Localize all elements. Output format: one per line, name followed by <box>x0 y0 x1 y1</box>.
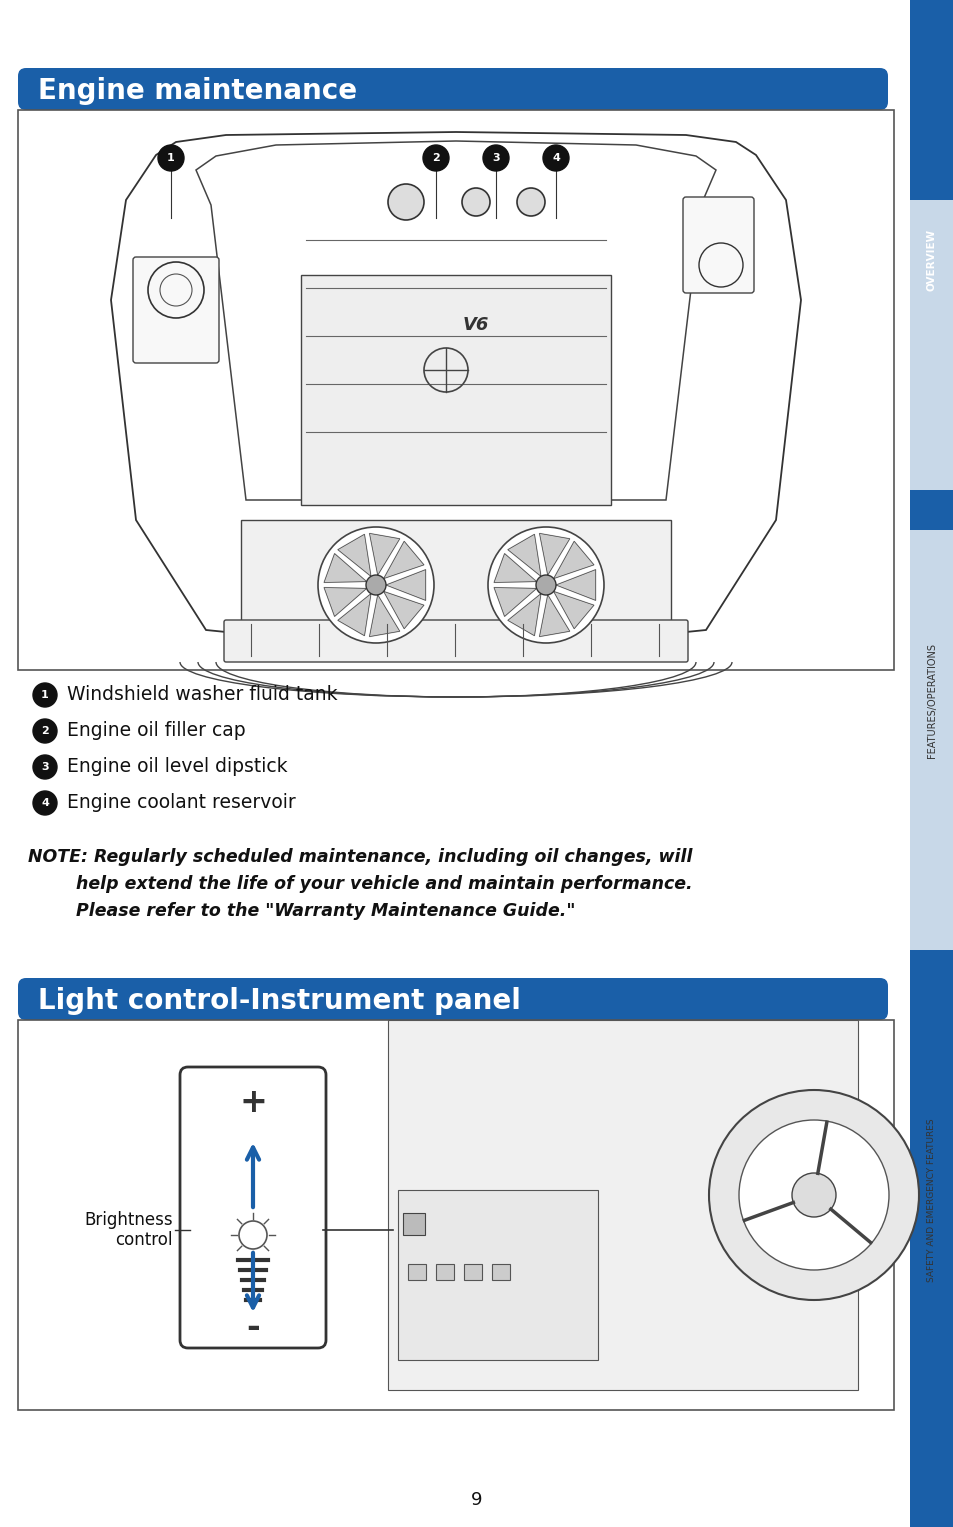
Text: FEATURES/OPERATIONS: FEATURES/OPERATIONS <box>926 643 936 757</box>
Text: -: - <box>246 1310 259 1344</box>
FancyBboxPatch shape <box>18 69 887 110</box>
Text: SAFETY AND EMERGENCY FEATURES: SAFETY AND EMERGENCY FEATURES <box>926 1118 936 1281</box>
Polygon shape <box>337 534 371 576</box>
Polygon shape <box>507 594 540 635</box>
Polygon shape <box>369 533 399 576</box>
Circle shape <box>366 576 386 596</box>
Bar <box>463 1264 481 1280</box>
Bar <box>241 521 670 651</box>
Text: OVERVIEW: OVERVIEW <box>926 229 936 292</box>
Text: 4: 4 <box>41 799 49 808</box>
Polygon shape <box>556 570 595 600</box>
Polygon shape <box>539 596 569 637</box>
Polygon shape <box>494 554 536 582</box>
Circle shape <box>536 576 556 596</box>
Bar <box>301 275 610 505</box>
Polygon shape <box>324 588 366 617</box>
Bar <box>408 1264 426 1280</box>
Text: 3: 3 <box>492 153 499 163</box>
Text: 9: 9 <box>471 1490 482 1509</box>
Text: V6: V6 <box>462 316 489 334</box>
Circle shape <box>158 145 184 171</box>
Circle shape <box>488 527 603 643</box>
Text: Engine oil level dipstick: Engine oil level dipstick <box>67 757 287 777</box>
Polygon shape <box>539 533 569 576</box>
Polygon shape <box>494 588 536 617</box>
Circle shape <box>542 145 568 171</box>
Circle shape <box>388 183 423 220</box>
Text: Light control-Instrument panel: Light control-Instrument panel <box>38 986 520 1015</box>
Text: Brightness
control: Brightness control <box>84 1211 172 1249</box>
Text: Engine coolant reservoir: Engine coolant reservoir <box>67 794 295 812</box>
Text: 3: 3 <box>41 762 49 773</box>
Circle shape <box>517 188 544 215</box>
Bar <box>909 0 953 1527</box>
Circle shape <box>461 188 490 215</box>
Circle shape <box>708 1090 918 1299</box>
Text: Engine maintenance: Engine maintenance <box>38 76 356 105</box>
Circle shape <box>422 145 449 171</box>
Circle shape <box>482 145 509 171</box>
Polygon shape <box>386 570 425 600</box>
Polygon shape <box>383 541 423 579</box>
FancyBboxPatch shape <box>682 197 753 293</box>
Circle shape <box>317 527 434 643</box>
Circle shape <box>33 791 57 815</box>
FancyBboxPatch shape <box>18 977 887 1020</box>
Text: 2: 2 <box>432 153 439 163</box>
Text: +: + <box>239 1087 267 1119</box>
Polygon shape <box>507 534 540 576</box>
Bar <box>402 1212 424 1235</box>
Polygon shape <box>337 594 371 635</box>
FancyBboxPatch shape <box>224 620 687 663</box>
Bar <box>909 200 953 490</box>
FancyBboxPatch shape <box>132 257 219 363</box>
Bar <box>436 1264 454 1280</box>
Bar <box>909 530 953 950</box>
Polygon shape <box>324 554 366 582</box>
Text: 1: 1 <box>41 690 49 699</box>
Text: help extend the life of your vehicle and maintain performance.: help extend the life of your vehicle and… <box>28 875 692 893</box>
Text: 1: 1 <box>167 153 174 163</box>
Text: Engine oil filler cap: Engine oil filler cap <box>67 721 245 741</box>
Text: Windshield washer fluid tank: Windshield washer fluid tank <box>67 686 337 704</box>
Bar <box>397 1190 598 1361</box>
Circle shape <box>33 754 57 779</box>
Polygon shape <box>383 591 423 629</box>
Circle shape <box>33 719 57 744</box>
Circle shape <box>791 1173 835 1217</box>
Bar <box>492 1264 510 1280</box>
Polygon shape <box>553 541 594 579</box>
Text: 4: 4 <box>552 153 559 163</box>
Bar <box>18 1020 893 1409</box>
Polygon shape <box>553 591 594 629</box>
Text: 2: 2 <box>41 725 49 736</box>
Text: NOTE: Regularly scheduled maintenance, including oil changes, will: NOTE: Regularly scheduled maintenance, i… <box>28 847 692 866</box>
Text: Please refer to the "Warranty Maintenance Guide.": Please refer to the "Warranty Maintenanc… <box>28 902 575 919</box>
Circle shape <box>739 1119 888 1270</box>
Bar <box>18 110 893 670</box>
Circle shape <box>33 683 57 707</box>
FancyBboxPatch shape <box>180 1067 326 1348</box>
Polygon shape <box>369 596 399 637</box>
Bar <box>388 1020 857 1390</box>
